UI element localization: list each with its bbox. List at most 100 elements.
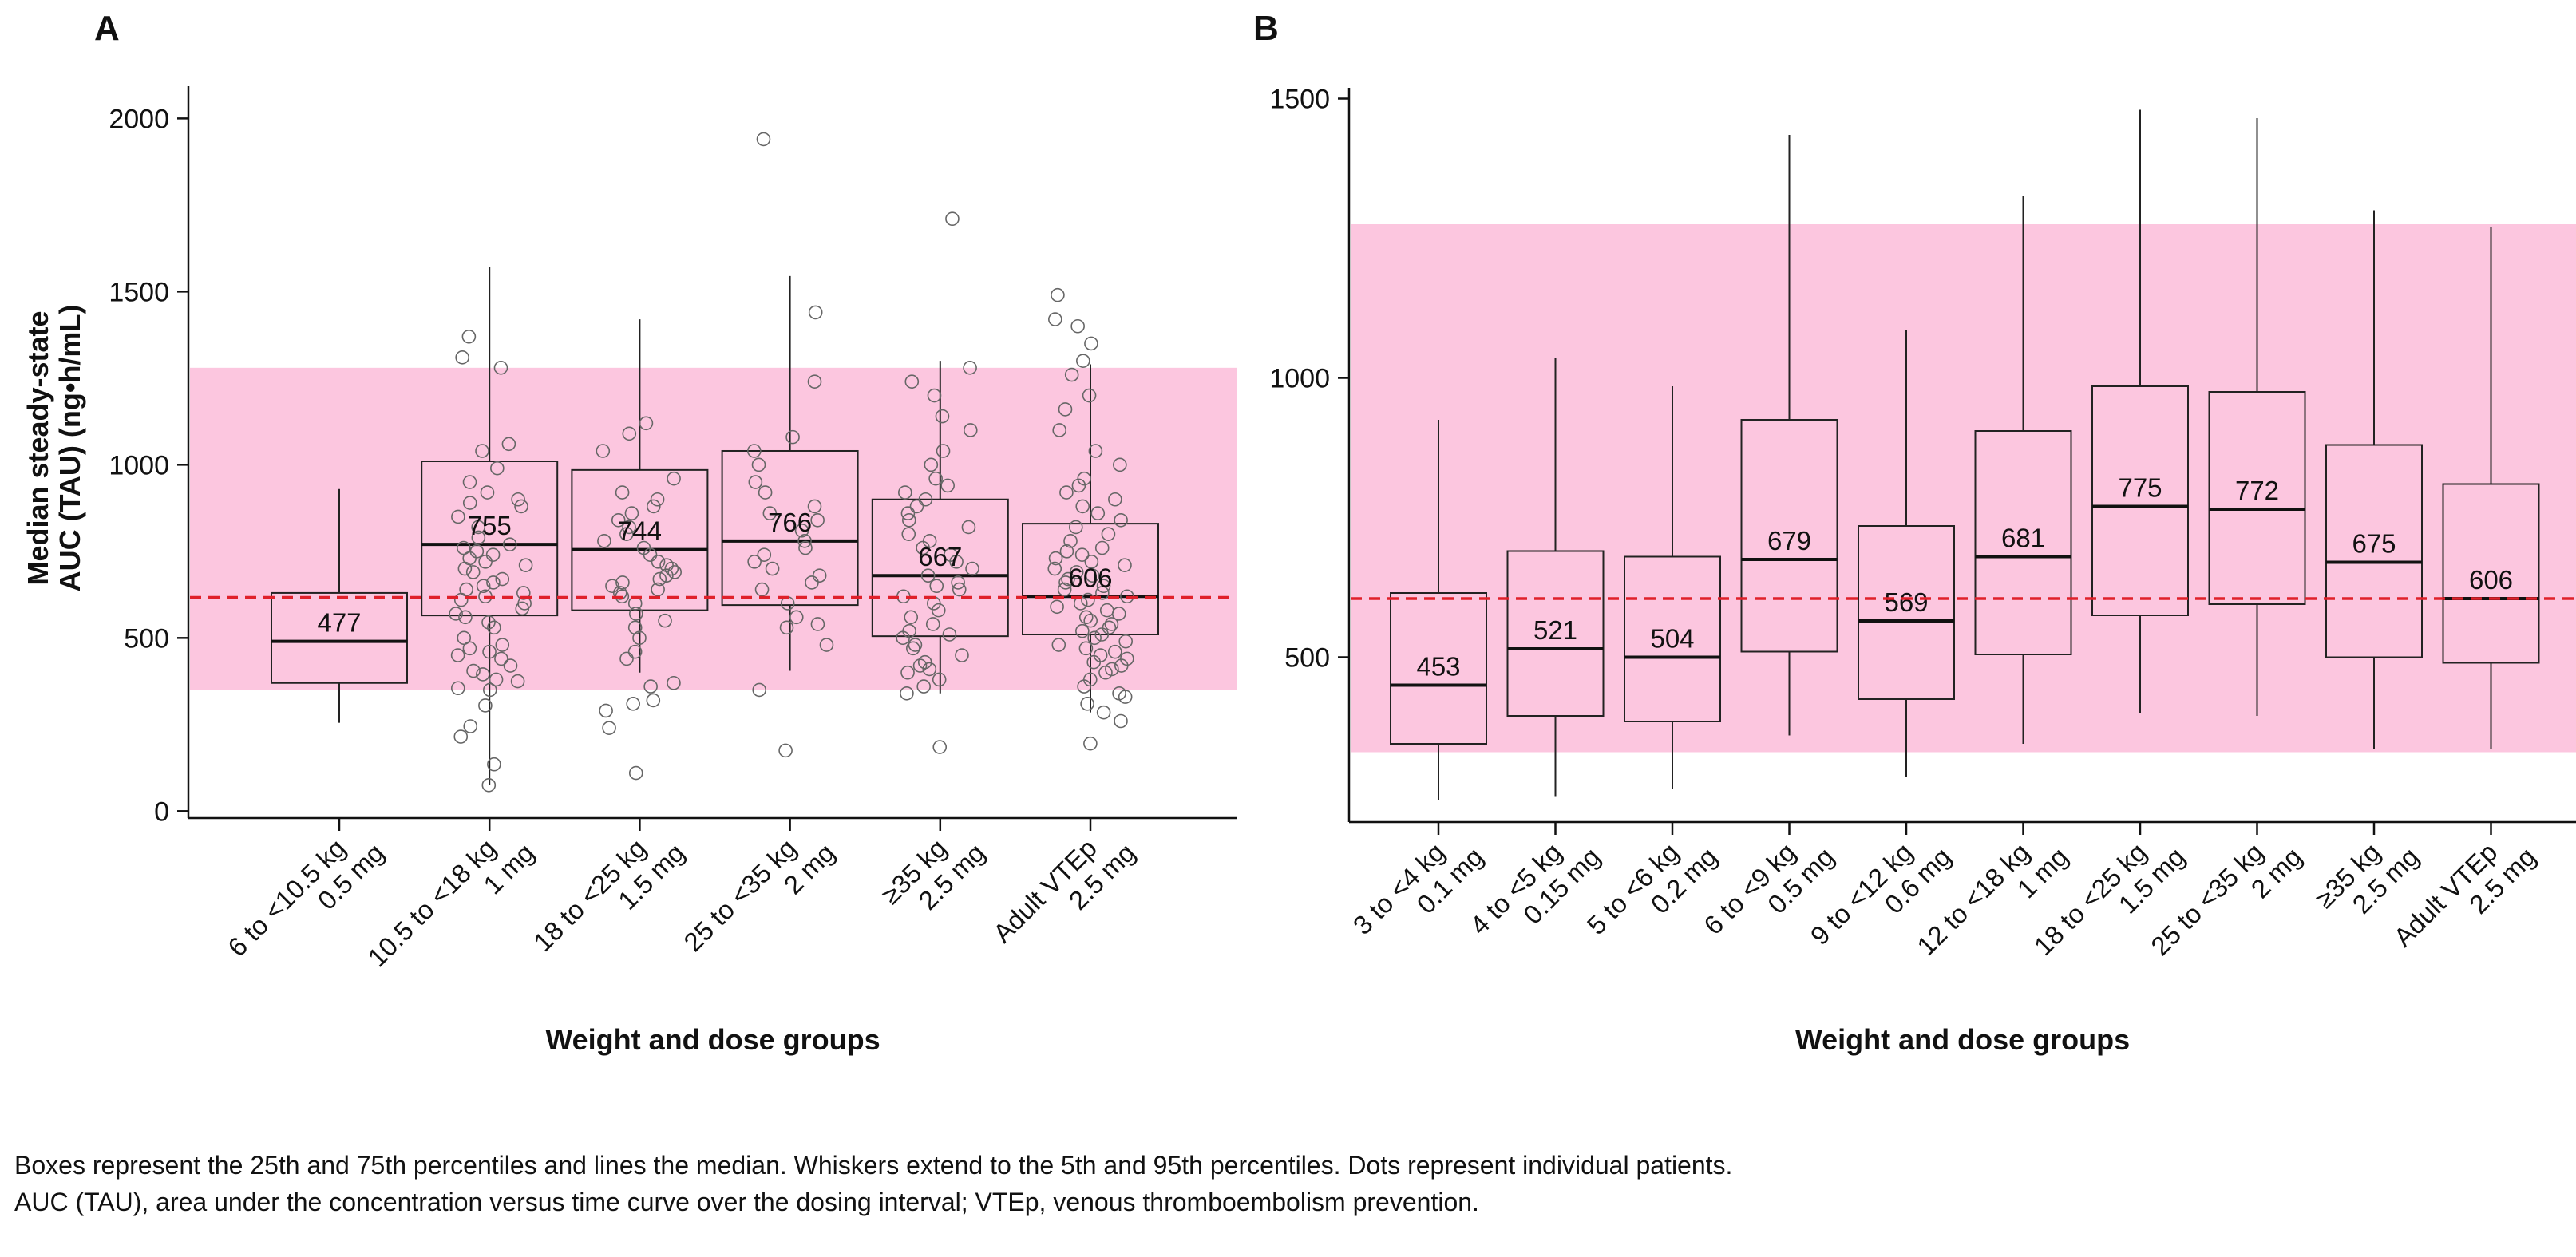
patient-dot: [916, 679, 931, 694]
patient-dot: [748, 475, 763, 489]
patient-dot: [628, 765, 643, 781]
median-value-label: 675: [2352, 529, 2396, 559]
patient-dot: [480, 485, 495, 500]
patient-dot: [622, 520, 636, 535]
patient-dot: [658, 613, 672, 628]
x-category-label: Adult VTEp2.5 mg: [987, 816, 1141, 970]
iqr-box: [2208, 391, 2306, 605]
x-category-label-line: 25 to <35 kg: [678, 833, 801, 957]
patient-dot: [1082, 388, 1097, 403]
patient-dot: [1048, 551, 1063, 566]
x-category-label: 4 to <5 kg0.15 mg: [1464, 820, 1605, 962]
reference-range-band: [1351, 224, 2576, 753]
patient-dot: [1090, 506, 1106, 520]
x-category-label: 10.5 to <18 kg1 mg: [362, 816, 540, 994]
patient-dot: [511, 492, 525, 507]
patient-dot: [963, 361, 977, 375]
patient-dot: [1051, 287, 1065, 302]
patient-dot: [469, 544, 485, 559]
patient-dot: [1050, 599, 1064, 615]
patient-dot: [1094, 540, 1110, 555]
patient-dot: [482, 644, 497, 659]
iqr-box: [721, 449, 859, 607]
patient-dot: [626, 696, 640, 711]
y-tick-label: 2000: [109, 104, 169, 134]
patient-dot: [1084, 336, 1098, 351]
patient-dot: [1096, 705, 1111, 720]
patient-dot: [487, 757, 501, 772]
iqr-box: [1974, 430, 2072, 655]
patient-dot: [1095, 586, 1110, 600]
patient-dot: [785, 429, 800, 445]
iqr-box: [871, 498, 1009, 638]
patient-dot: [931, 603, 946, 618]
patient-dot: [1081, 592, 1095, 607]
patient-dot: [1114, 713, 1128, 729]
patient-dot: [898, 485, 912, 500]
patient-dot: [476, 579, 491, 594]
patient-dot: [932, 740, 948, 754]
patient-dot: [516, 586, 531, 600]
patient-dot: [510, 674, 525, 689]
patient-dot: [487, 620, 501, 635]
panel-letter: A: [94, 9, 120, 48]
patient-dot: [1080, 696, 1094, 711]
patient-dot: [754, 582, 770, 597]
patient-dot: [940, 478, 955, 493]
patient-dot: [924, 457, 939, 472]
patient-dot: [908, 638, 923, 652]
patient-dot: [482, 682, 497, 698]
patient-dot: [1083, 613, 1098, 628]
median-value-label: 606: [1068, 563, 1112, 592]
iqr-box: [1390, 592, 1487, 745]
patient-dot: [762, 506, 778, 520]
y-tick-label: 1000: [1269, 364, 1330, 394]
patient-dot: [602, 721, 616, 735]
patient-dot: [1087, 630, 1102, 646]
reference-range-band: [190, 367, 1237, 690]
patient-dot: [1064, 367, 1079, 382]
chart-panel-a: A 0 500 1000 1500 2000 Median steady-stateAUC …: [22, 9, 1237, 1056]
patient-dot: [453, 729, 469, 744]
patient-dot: [779, 620, 794, 635]
patient-dot: [935, 409, 950, 424]
x-category-label: Adult VTEp2.5 mg: [2388, 820, 2541, 974]
patient-dot: [925, 617, 940, 631]
patient-dot: [627, 644, 643, 659]
patient-dot: [810, 617, 825, 631]
patient-dot: [944, 547, 958, 562]
iqr-box: [1858, 525, 1955, 700]
x-category-label: 3 to <4 kg0.1 mg: [1347, 820, 1489, 962]
patient-dot: [462, 496, 477, 510]
figure-footnote-abbreviations: AUC (TAU), area under the concentration …: [14, 1188, 1479, 1216]
median-value-label: 667: [918, 542, 962, 571]
patient-dot: [1058, 402, 1073, 417]
patient-dot: [951, 575, 965, 590]
patient-dot: [1057, 582, 1072, 597]
y-tick-label: 1000: [109, 450, 169, 480]
patient-dot: [659, 558, 674, 573]
patient-dot: [624, 506, 639, 520]
patient-dot: [478, 698, 493, 713]
patient-dot: [1070, 318, 1085, 334]
patient-dot: [797, 534, 812, 548]
patient-dot: [794, 524, 809, 538]
median-value-label: 504: [1650, 624, 1694, 654]
patient-dot: [615, 485, 630, 500]
median-value-label: 772: [2235, 476, 2279, 505]
patient-dot: [1063, 534, 1078, 548]
patient-dot: [466, 663, 481, 678]
patient-dot: [646, 693, 661, 708]
patient-dot: [812, 568, 827, 583]
patient-dot: [462, 475, 477, 489]
patient-dot: [900, 686, 914, 701]
patient-dot: [757, 547, 772, 562]
patient-dot: [463, 719, 478, 733]
patient-dot: [758, 485, 773, 500]
patient-dot: [622, 426, 637, 441]
patient-dot: [485, 547, 501, 562]
patient-dot: [639, 416, 654, 431]
median-value-label: 521: [1533, 615, 1577, 645]
patient-dot: [451, 509, 465, 524]
patient-dot: [1108, 644, 1122, 659]
